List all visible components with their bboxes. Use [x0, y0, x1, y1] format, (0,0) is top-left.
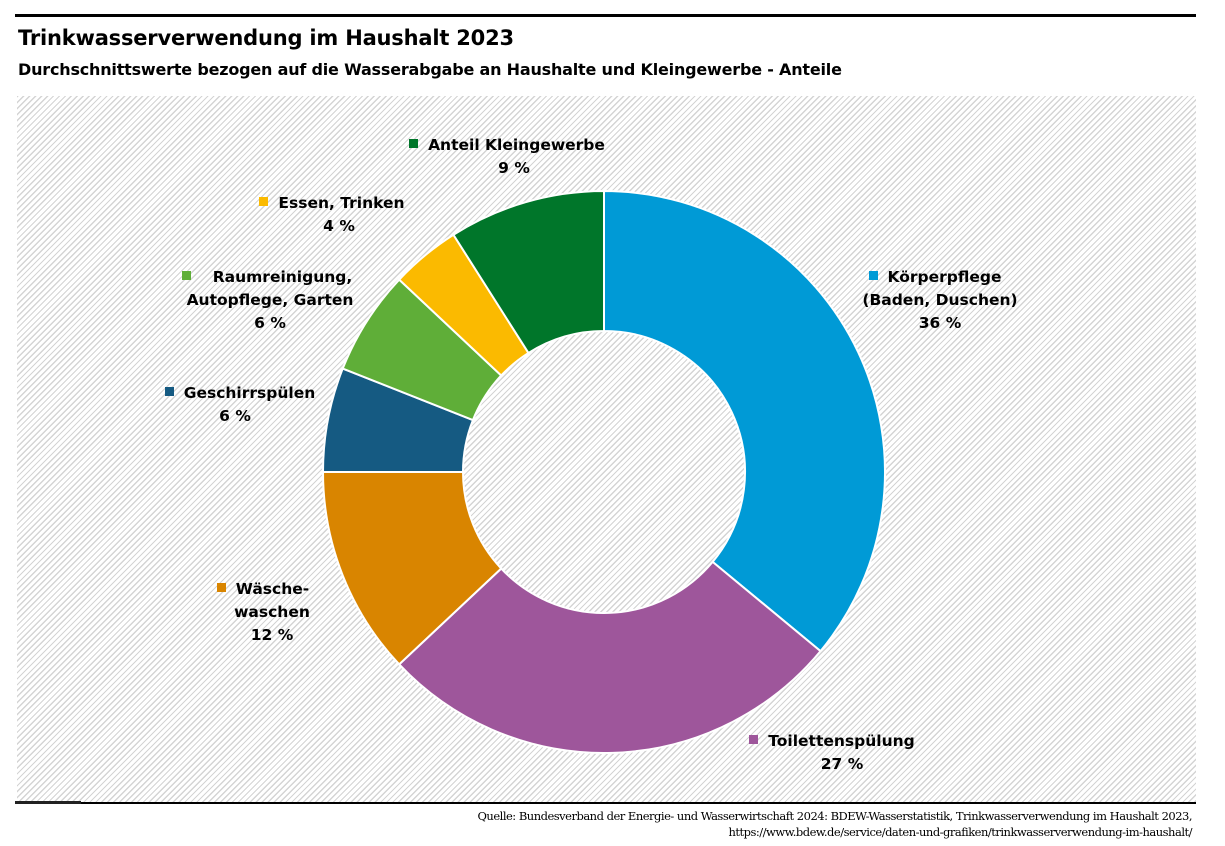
value-label: 12 %	[250, 626, 294, 644]
slice-kleingewerbe	[452, 189, 605, 355]
legend-swatch-kleingewerbe	[409, 139, 419, 148]
label-geschirrspuelen: Geschirrspülen 6 %	[160, 382, 320, 428]
plot-area: Körperpflege (Baden, Duschen) 36 % Toile…	[17, 96, 1196, 802]
chart-subtitle: Durchschnittswerte bezogen auf die Wasse…	[18, 60, 842, 79]
legend-swatch-toilettenspuelung	[749, 735, 759, 744]
label-text: (Baden, Duschen)	[862, 291, 1018, 309]
label-text: Toilettenspülung	[768, 732, 915, 750]
donut-chart	[321, 189, 886, 754]
label-koerperpflege: Körperpflege (Baden, Duschen) 36 %	[845, 266, 1025, 335]
label-text: Geschirrspülen	[183, 384, 316, 402]
label-text: Anteil Kleingewerbe	[428, 136, 605, 154]
legend-swatch-geschirrspuelen	[164, 387, 174, 396]
value-label: 4 %	[323, 217, 355, 235]
source-line-1: Quelle: Bundesverband der Energie- und W…	[477, 809, 1193, 823]
legend-swatch-raumreinigung	[181, 271, 191, 280]
label-text: Essen, Trinken	[278, 194, 405, 212]
label-waeschewaschen: Wäsche- waschen 12 %	[203, 578, 323, 647]
chart-title: Trinkwasserverwendung im Haushalt 2023	[18, 26, 514, 50]
label-kleingewerbe: Anteil Kleingewerbe 9 %	[397, 134, 617, 180]
slice-koerperpflege	[603, 189, 886, 653]
source-note: Quelle: Bundesverband der Energie- und W…	[478, 808, 1193, 840]
slice-waeschewaschen	[321, 471, 503, 666]
label-text: Raumreinigung,	[212, 268, 353, 286]
label-toilettenspuelung: Toilettenspülung 27 %	[742, 730, 922, 776]
value-label: 9 %	[498, 159, 530, 177]
value-label: 6 %	[219, 407, 251, 425]
bottom-rule-accent	[15, 801, 81, 804]
label-text: waschen	[234, 603, 310, 621]
slice-toilettenspuelung	[397, 560, 822, 754]
value-label: 36 %	[918, 314, 962, 332]
top-rule	[15, 14, 1196, 17]
label-text: Körperpflege	[887, 268, 1002, 286]
source-url[interactable]: https://www.bdew.de/service/daten-und-gr…	[728, 825, 1193, 839]
label-raumreinigung: Raumreinigung, Autopflege, Garten 6 %	[167, 266, 367, 335]
label-essen-trinken: Essen, Trinken 4 %	[247, 192, 417, 238]
label-text: Autopflege, Garten	[186, 291, 354, 309]
bottom-rule	[15, 802, 1196, 804]
legend-swatch-koerperpflege	[868, 271, 878, 280]
legend-swatch-waeschewaschen	[216, 583, 226, 592]
value-label: 6 %	[254, 314, 286, 332]
label-text: Wäsche-	[235, 580, 310, 598]
legend-swatch-essen-trinken	[259, 197, 269, 206]
value-label: 27 %	[820, 755, 864, 773]
